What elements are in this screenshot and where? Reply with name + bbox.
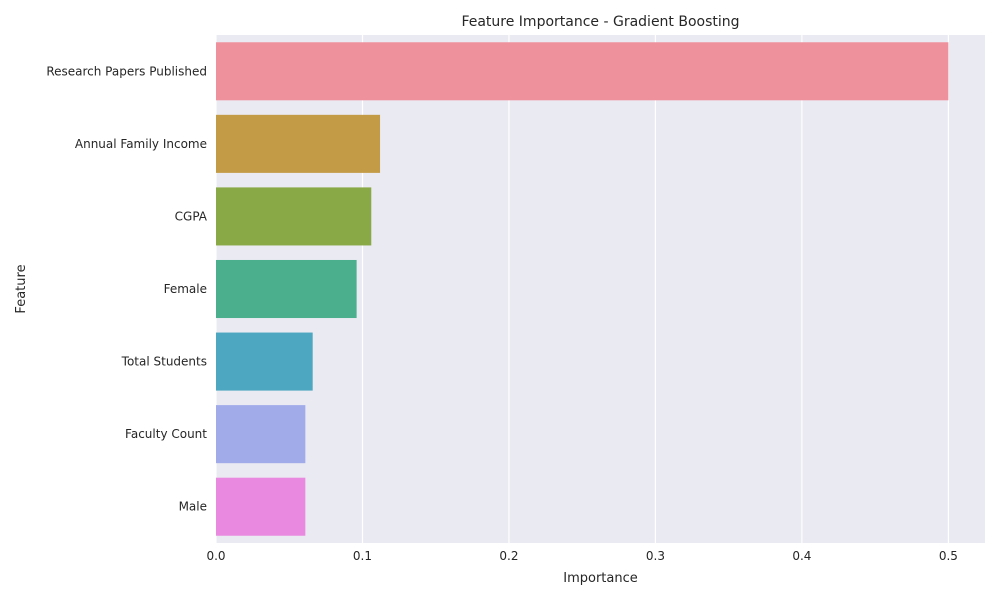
x-tick-label: 0.5 bbox=[939, 549, 958, 563]
y-axis-label: Feature bbox=[14, 264, 29, 313]
bars bbox=[216, 42, 949, 536]
bar bbox=[216, 405, 306, 464]
bar bbox=[216, 187, 372, 246]
category-labels: Research Papers Published Annual Family I… bbox=[46, 64, 207, 513]
x-tick-label: 0.0 bbox=[206, 549, 225, 563]
category-label: Annual Family Income bbox=[75, 137, 207, 151]
category-label: Female bbox=[164, 282, 207, 296]
x-tick-labels: 0.0 0.1 0.2 0.3 0.4 0.5 bbox=[206, 549, 957, 563]
x-tick-label: 0.3 bbox=[646, 549, 665, 563]
category-label: Male bbox=[179, 500, 207, 514]
bar bbox=[216, 332, 313, 391]
bar bbox=[216, 259, 357, 319]
x-axis-label: Importance bbox=[563, 571, 638, 586]
chart-title: Feature Importance - Gradient Boosting bbox=[461, 14, 739, 30]
category-label: CGPA bbox=[175, 209, 208, 223]
bar bbox=[216, 114, 381, 173]
category-label: Research Papers Published bbox=[46, 64, 207, 78]
category-label: Total Students bbox=[121, 355, 207, 369]
x-tick-label: 0.2 bbox=[499, 549, 518, 563]
x-tick-label: 0.4 bbox=[792, 549, 811, 563]
bar bbox=[216, 42, 949, 101]
bar bbox=[216, 477, 306, 536]
category-label: Faculty Count bbox=[125, 427, 207, 441]
x-tick-label: 0.1 bbox=[353, 549, 372, 563]
